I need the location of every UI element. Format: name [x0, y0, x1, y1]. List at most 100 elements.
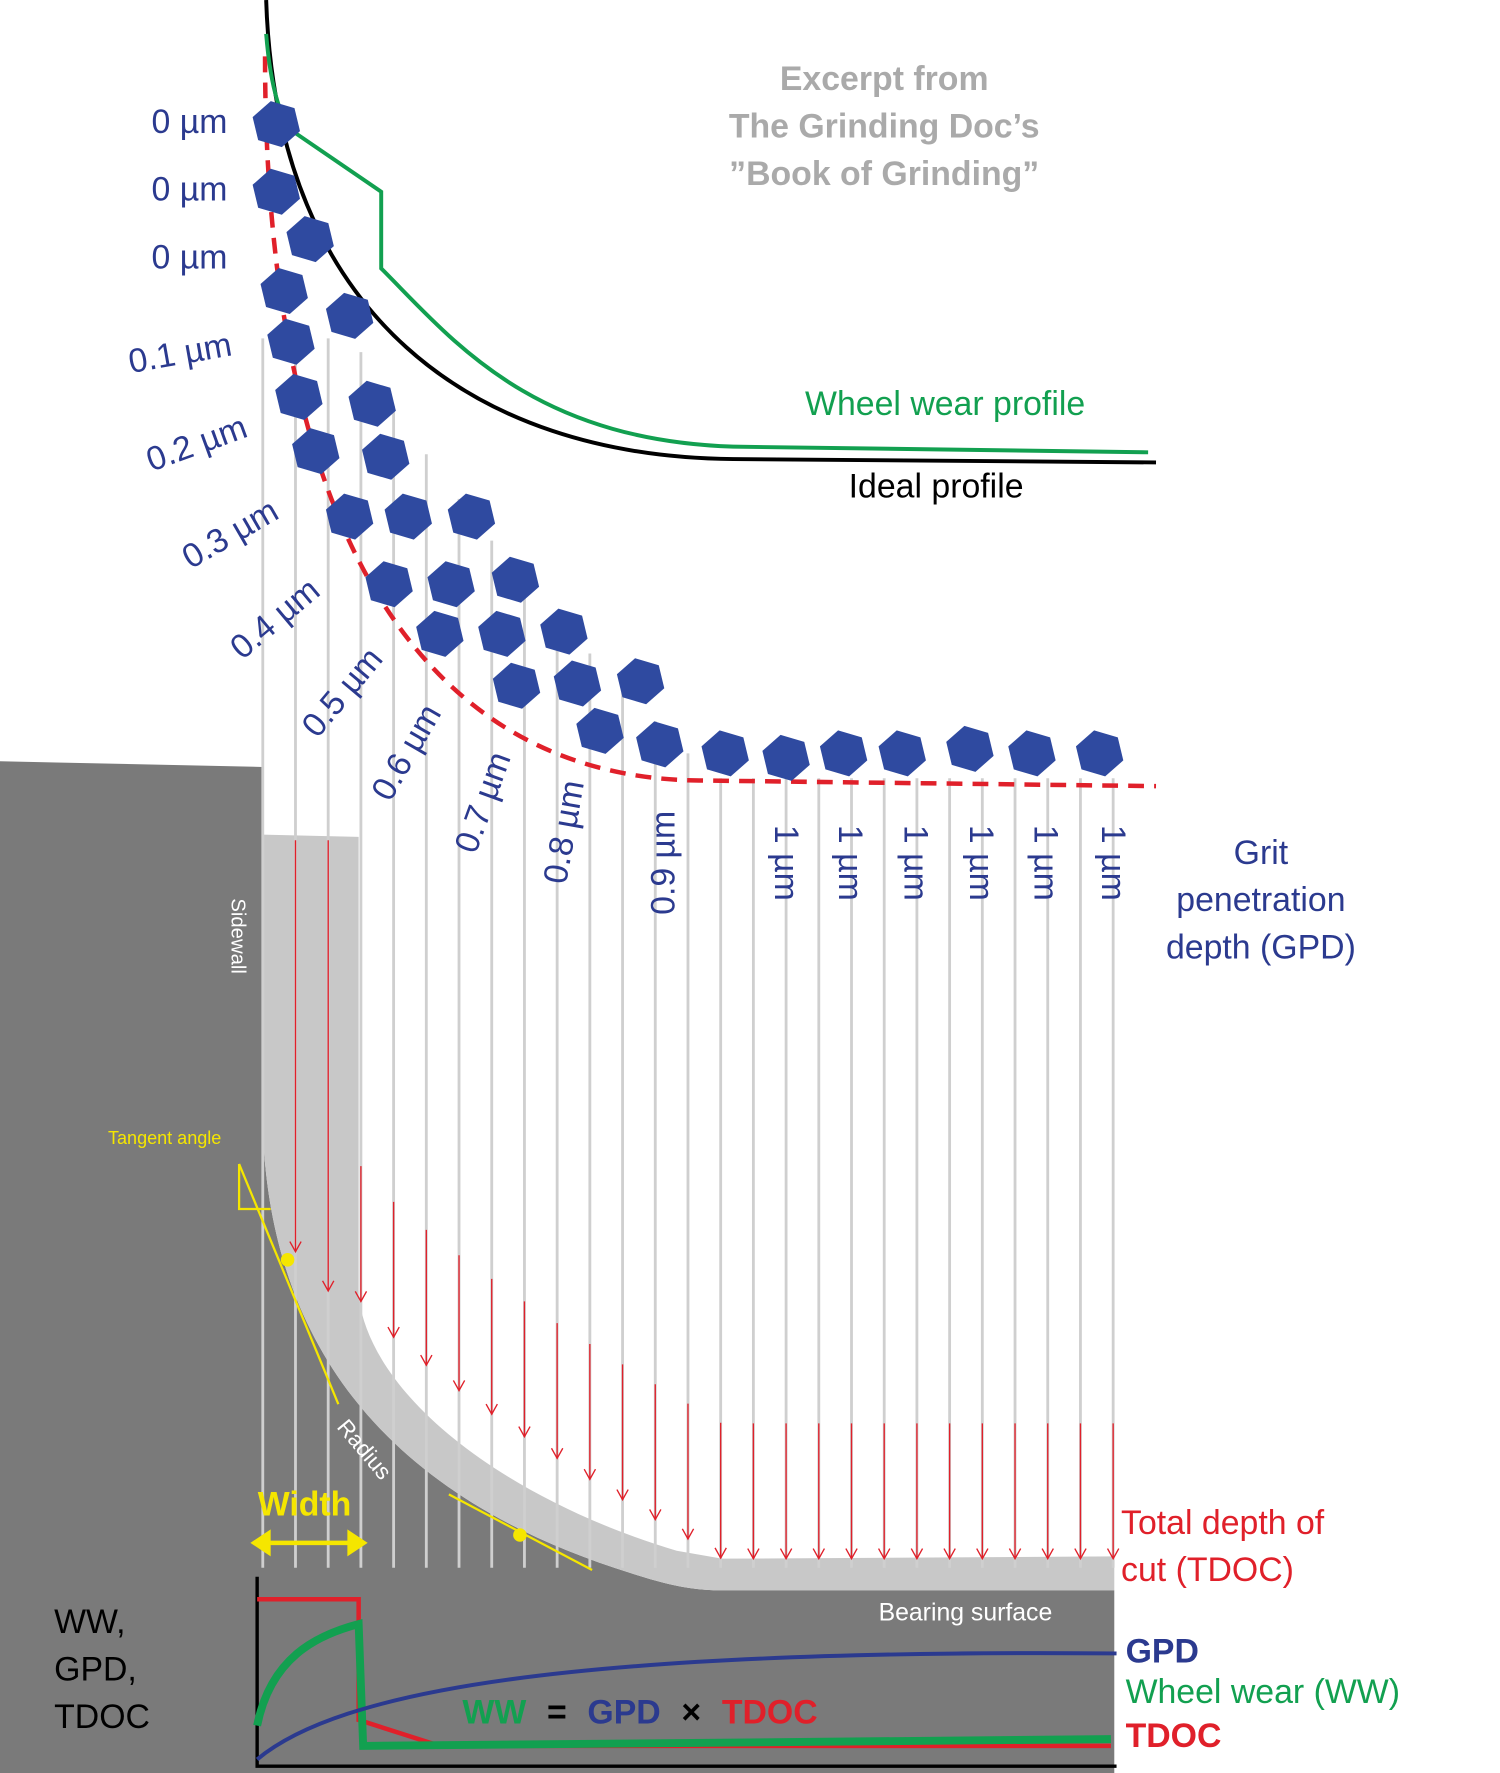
grit: [946, 725, 994, 772]
gpd-title: depth (GPD): [1166, 929, 1356, 967]
plot-axes: [255, 1576, 1117, 1768]
background: [0, 761, 1115, 1773]
grit: [636, 721, 684, 768]
excerpt: Excerpt from: [780, 60, 989, 98]
gpd-label: 1 µm: [962, 825, 1000, 901]
gpd-label: 1 µm: [1026, 825, 1064, 901]
legend-ww: Wheel wear (WW): [1126, 1673, 1400, 1711]
grit: [616, 658, 665, 705]
grit: [762, 734, 810, 781]
eq-times: ×: [681, 1693, 701, 1731]
gpd-label: 0.5 µm: [294, 640, 390, 744]
excerpt: The Grinding Doc’s: [729, 108, 1040, 146]
tangent-label: Tangent angle: [108, 1128, 221, 1148]
cut-arrow-head: [747, 1548, 760, 1561]
grit: [427, 561, 475, 608]
gpd-curve: [255, 1651, 1117, 1761]
grit: [325, 493, 374, 540]
gpd-label: 0.4 µm: [223, 571, 327, 667]
width-arrow: [250, 1529, 368, 1557]
gpd-label: 0.2 µm: [141, 408, 252, 479]
eq-gpd: GPD: [587, 1693, 660, 1731]
grit: [447, 493, 496, 540]
cut-arrow-head: [1074, 1548, 1087, 1561]
gpd-label: 0 µm: [152, 171, 228, 209]
gpd-label: 0.8 µm: [536, 777, 592, 886]
gpd-label: 0.6 µm: [364, 698, 449, 807]
grit: [267, 318, 315, 365]
grit: [553, 660, 602, 707]
gpd-label: 1 µm: [897, 825, 935, 901]
grit: [1008, 730, 1056, 777]
cut-arrow-head: [289, 1241, 302, 1254]
gpd-title: penetration: [1176, 881, 1345, 919]
tdoc-title: Total depth of: [1121, 1504, 1325, 1542]
gpd-label: 0.9 µm: [644, 811, 682, 915]
cut-arrow-head: [387, 1326, 400, 1339]
cut-arrow-head: [714, 1547, 727, 1560]
gpd-label: 0.3 µm: [176, 491, 285, 576]
bearing-label: Bearing surface: [879, 1599, 1053, 1626]
tangent-point: [513, 1528, 527, 1542]
grit: [292, 428, 340, 475]
grit: [286, 216, 334, 263]
cut-arrow-head: [681, 1528, 695, 1541]
grits: [252, 101, 1124, 781]
tangent-angle-mark: [237, 1163, 271, 1211]
grit: [878, 730, 926, 777]
grit: [362, 433, 410, 480]
cut-arrow-head: [845, 1548, 858, 1561]
grit: [478, 610, 526, 657]
grit: [325, 292, 374, 339]
ideal-label: Ideal profile: [849, 467, 1024, 505]
cut-arrow-head: [485, 1403, 498, 1416]
grit: [1075, 730, 1124, 777]
gpd-label: 1 µm: [831, 825, 869, 901]
gpd-label: 0 µm: [152, 238, 228, 276]
grit: [819, 730, 868, 777]
gpd-label: 1 µm: [767, 825, 805, 901]
grit: [365, 561, 413, 608]
cut-arrow-head: [1106, 1548, 1120, 1561]
grit-envelope: [262, 56, 1157, 789]
cut-arrow-head: [976, 1548, 989, 1561]
cut-arrow-head: [812, 1548, 826, 1561]
wheel-wear-label: Wheel wear profile: [805, 385, 1085, 423]
equation: WW = GPD × TDOC: [462, 1693, 817, 1731]
grit: [252, 101, 300, 148]
cut-arrow-head: [943, 1548, 956, 1561]
grit: [491, 556, 540, 603]
plot-y-label: TDOC: [54, 1698, 150, 1736]
tdoc-title: cut (TDOC): [1121, 1551, 1294, 1589]
cut-arrow-head: [420, 1354, 433, 1367]
tangent-line: [238, 1163, 340, 1405]
tangent-point: [280, 1253, 295, 1267]
eq-ww: WW: [462, 1693, 526, 1731]
cut-arrow-head: [779, 1548, 793, 1561]
grit: [275, 374, 323, 421]
plot: WW, GPD, TDOC GPD Wheel wear (WW) TDOC W…: [54, 1576, 1400, 1768]
legend-tdoc: TDOC: [1126, 1717, 1222, 1755]
cut-arrow-head: [1041, 1548, 1054, 1561]
plot-y-label: WW,: [54, 1603, 125, 1641]
cut-arrow-head: [550, 1447, 564, 1460]
cut-arrow-head: [649, 1509, 662, 1521]
excerpt: ”Book of Grinding”: [729, 155, 1039, 193]
cut-arrow-head: [616, 1489, 629, 1502]
cut-arrow-head: [452, 1380, 466, 1392]
gpd-label: 0 µm: [152, 103, 228, 141]
gpd-label: 0.1 µm: [126, 326, 235, 382]
cut-arrow-head: [518, 1426, 531, 1439]
grit: [260, 268, 308, 315]
eq-eq: =: [547, 1693, 567, 1731]
cut-arrow-head: [910, 1548, 924, 1561]
workpiece: [0, 761, 1115, 1773]
plot-y-label: GPD,: [54, 1650, 137, 1688]
grit: [416, 610, 464, 657]
grit: [384, 493, 432, 540]
legend-gpd: GPD: [1126, 1632, 1199, 1670]
gpd-title: Grit: [1234, 834, 1289, 872]
cut-arrow-head: [321, 1280, 335, 1293]
cut-arrow-head: [354, 1291, 368, 1303]
